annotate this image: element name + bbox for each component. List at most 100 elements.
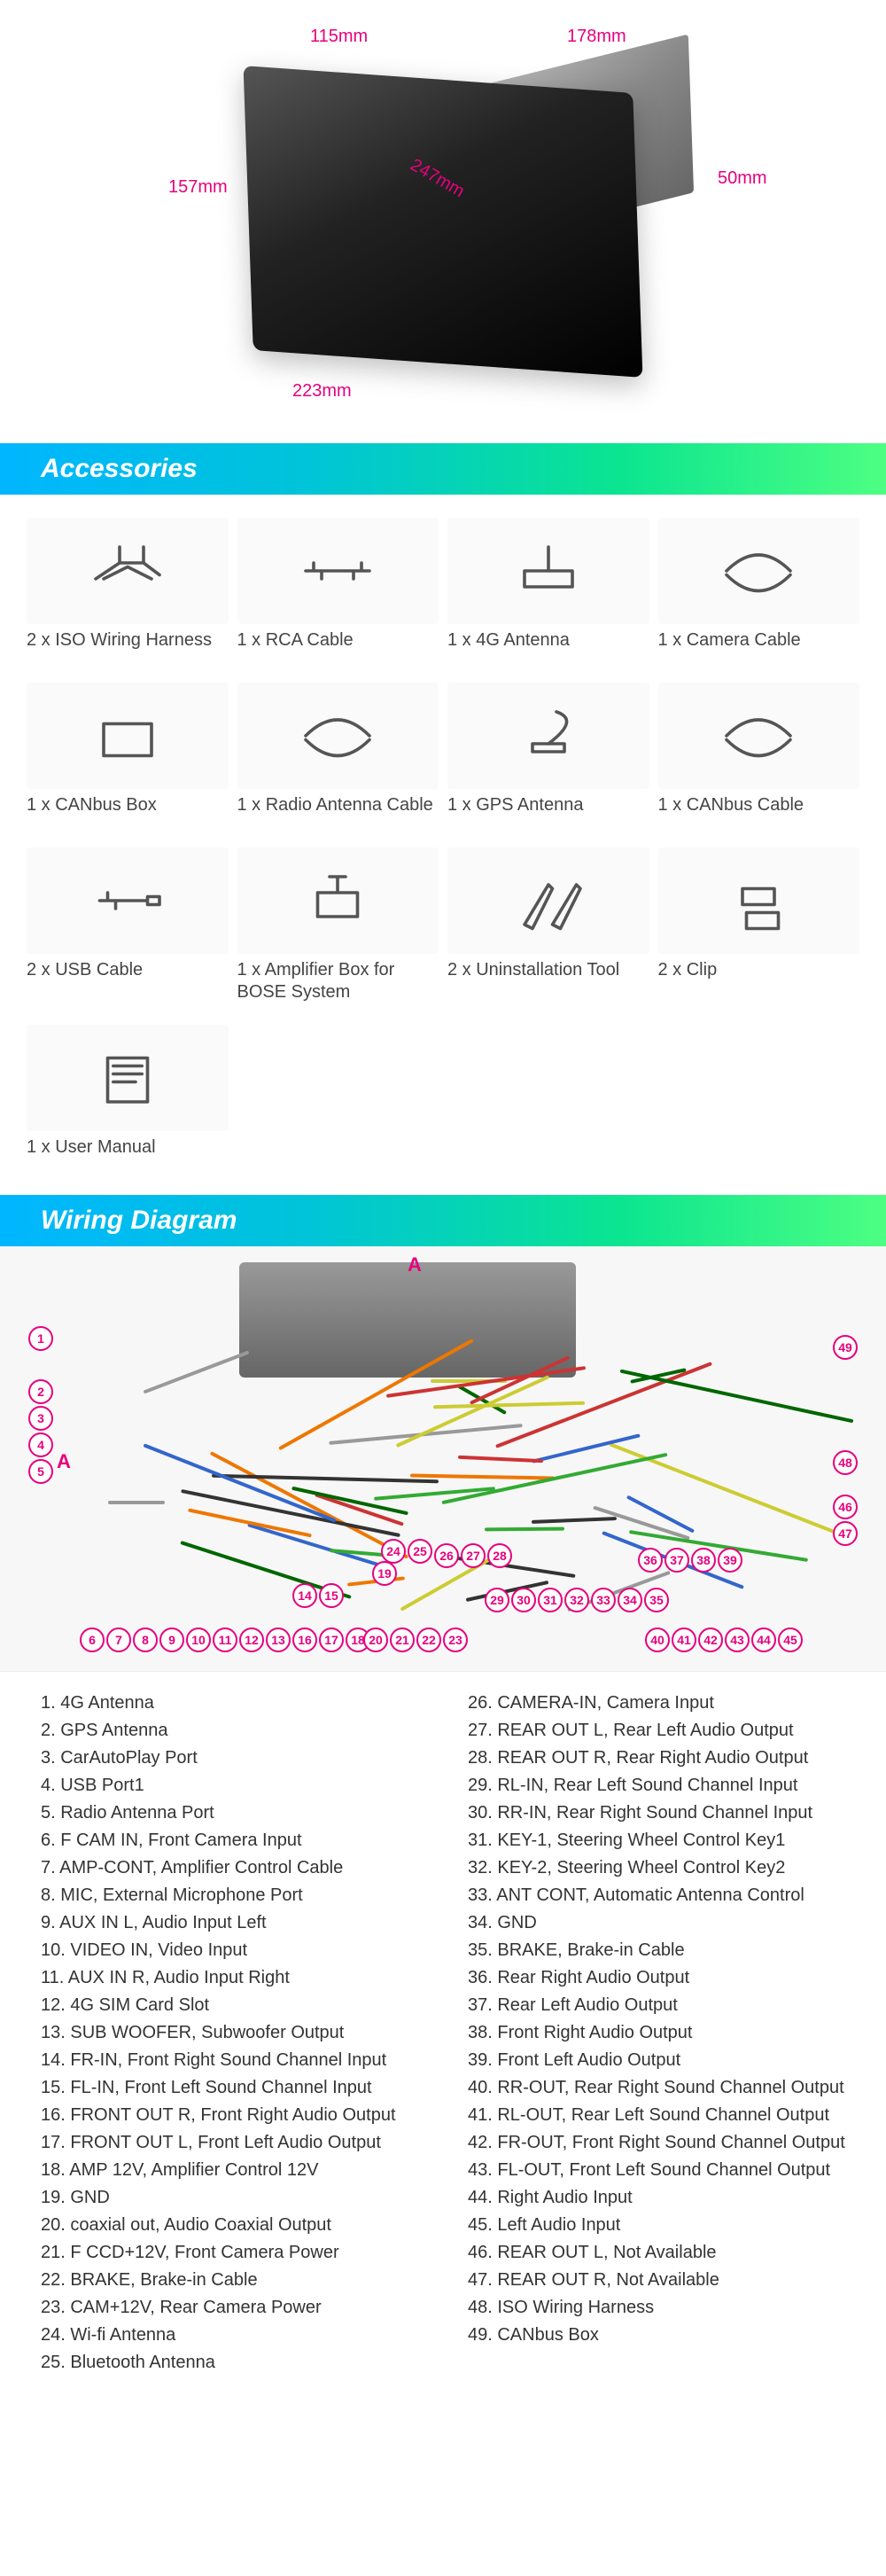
wiring-list-item: 25. Bluetooth Antenna — [41, 2349, 432, 2377]
wiring-header: Wiring Diagram — [0, 1195, 886, 1246]
cable-line — [485, 1526, 564, 1531]
dim-left: 157mm — [168, 177, 228, 198]
wiring-callout-33: 33 — [591, 1588, 616, 1612]
accessory-label: 2 x Clip — [658, 954, 860, 1003]
wiring-col-1: 1. 4G Antenna2. GPS Antenna3. CarAutoPla… — [41, 1690, 432, 2377]
cable-line — [610, 1442, 836, 1534]
wiring-callout-34: 34 — [618, 1588, 642, 1612]
wiring-list-item: 47. REAR OUT R, Not Available — [468, 2267, 859, 2294]
wiring-list-item: 3. CarAutoPlay Port — [41, 1745, 432, 1772]
wiring-list-item: 16. FRONT OUT R, Front Right Audio Outpu… — [41, 2102, 432, 2129]
wiring-list-item: 40. RR-OUT, Rear Right Sound Channel Out… — [468, 2074, 859, 2102]
cable-line — [441, 1453, 667, 1504]
cable-line — [458, 1456, 543, 1463]
wiring-list-item: 20. coaxial out, Audio Coaxial Output — [41, 2212, 432, 2239]
accessory-label: 2 x ISO Wiring Harness — [27, 624, 229, 674]
wiring-list-item: 33. ANT CONT, Automatic Antenna Control — [468, 1882, 859, 1909]
wiring-list-item: 36. Rear Right Audio Output — [468, 1964, 859, 1992]
wiring-list-item: 38. Front Right Audio Output — [468, 2019, 859, 2047]
accessories-header: Accessories — [0, 443, 886, 495]
accessory-label: 1 x 4G Antenna — [447, 624, 649, 674]
wiring-callout-28: 28 — [487, 1543, 512, 1568]
dimensions-drawing: 115mm 178mm 157mm 50mm 223mm 247mm — [89, 27, 797, 417]
wiring-list-item: 48. ISO Wiring Harness — [468, 2294, 859, 2322]
wiring-list-item: 8. MIC, External Microphone Port — [41, 1882, 432, 1909]
wiring-callout-9: 9 — [159, 1628, 184, 1652]
wiring-list-item: 39. Front Left Audio Output — [468, 2047, 859, 2074]
accessory-label: 2 x USB Cable — [27, 954, 229, 1003]
wiring-callout-13: 13 — [266, 1628, 291, 1652]
cable-line — [143, 1351, 249, 1394]
unit-screen-shape — [244, 66, 643, 378]
accessory-item: 1 x RCA Cable — [237, 518, 439, 674]
dim-bottom: 223mm — [292, 381, 352, 402]
wiring-list-item: 5. Radio Antenna Port — [41, 1799, 432, 1827]
wiring-callout-38: 38 — [691, 1548, 716, 1573]
wiring-list-item: 31. KEY-1, Steering Wheel Control Key1 — [468, 1827, 859, 1854]
cable-icon — [658, 683, 860, 789]
wiring-list-item: 22. BRAKE, Brake-in Cable — [41, 2267, 432, 2294]
wiring-callout-41: 41 — [672, 1628, 696, 1652]
wiring-callout-12: 12 — [239, 1628, 264, 1652]
dim-top-left: 115mm — [310, 27, 368, 47]
wiring-list-item: 32. KEY-2, Steering Wheel Control Key2 — [468, 1854, 859, 1882]
wiring-callout-8: 8 — [133, 1628, 158, 1652]
wiring-a-label-top: A — [408, 1253, 422, 1276]
cable-line — [144, 1443, 337, 1522]
accessory-item: 1 x CANbus Box — [27, 683, 229, 839]
wiring-list-item: 29. RL-IN, Rear Left Sound Channel Input — [468, 1772, 859, 1799]
harness-icon — [27, 518, 229, 624]
box-icon — [27, 683, 229, 789]
wiring-unit-shape — [239, 1262, 576, 1378]
wiring-list-item: 1. 4G Antenna — [41, 1690, 432, 1717]
wiring-callout-4: 4 — [28, 1432, 53, 1457]
accessory-item: 2 x ISO Wiring Harness — [27, 518, 229, 674]
wiring-callout-11: 11 — [213, 1628, 237, 1652]
dimensions-figure: 115mm 178mm 157mm 50mm 223mm 247mm — [0, 0, 886, 443]
usb-icon — [27, 847, 229, 954]
amp-box-icon — [237, 847, 439, 954]
wiring-callout-2: 2 — [28, 1379, 53, 1404]
accessory-item: 1 x CANbus Cable — [658, 683, 860, 839]
antenna-4g-icon — [447, 518, 649, 624]
wiring-list-item: 13. SUB WOOFER, Subwoofer Output — [41, 2019, 432, 2047]
manual-icon — [27, 1025, 229, 1131]
wiring-figure: A A 123456789101112131415161718192021222… — [0, 1246, 886, 1672]
wiring-callout-37: 37 — [664, 1548, 689, 1573]
wiring-callout-29: 29 — [485, 1588, 509, 1612]
wiring-a-label-left: A — [57, 1450, 71, 1473]
wiring-list-item: 19. GND — [41, 2184, 432, 2212]
wiring-list-item: 17. FRONT OUT L, Front Left Audio Output — [41, 2129, 432, 2157]
wiring-callout-10: 10 — [186, 1628, 211, 1652]
accessory-item: 1 x Amplifier Box for BOSE System — [237, 847, 439, 1016]
wiring-callout-5: 5 — [28, 1459, 53, 1484]
accessory-label: 1 x RCA Cable — [237, 624, 439, 674]
accessory-label: 1 x Amplifier Box for BOSE System — [237, 954, 439, 1016]
accessory-item: 1 x 4G Antenna — [447, 518, 649, 674]
accessory-label: 1 x User Manual — [27, 1131, 229, 1181]
wiring-list-item: 28. REAR OUT R, Rear Right Audio Output — [468, 1745, 859, 1772]
wiring-list-item: 11. AUX IN R, Audio Input Right — [41, 1964, 432, 1992]
wiring-callout-47: 47 — [833, 1521, 858, 1546]
wiring-list-item: 6. F CAM IN, Front Camera Input — [41, 1827, 432, 1854]
dim-top-right: 178mm — [567, 27, 626, 47]
accessory-label: 1 x Camera Cable — [658, 624, 860, 674]
wiring-callout-36: 36 — [638, 1548, 663, 1573]
clip-icon — [658, 847, 860, 954]
wiring-callout-26: 26 — [434, 1543, 459, 1568]
accessories-grid: 2 x ISO Wiring Harness1 x RCA Cable1 x 4… — [0, 495, 886, 1195]
wiring-list-item: 46. REAR OUT L, Not Available — [468, 2239, 859, 2267]
accessories-title: Accessories — [41, 454, 198, 484]
accessory-item: 1 x User Manual — [27, 1025, 229, 1181]
accessory-item: 1 x Camera Cable — [658, 518, 860, 674]
wiring-callout-1: 1 — [28, 1326, 53, 1351]
wiring-callout-19: 19 — [372, 1561, 397, 1586]
dim-right: 50mm — [718, 168, 767, 189]
accessory-item: 2 x USB Cable — [27, 847, 229, 1016]
wiring-callout-43: 43 — [725, 1628, 750, 1652]
wiring-list-item: 14. FR-IN, Front Right Sound Channel Inp… — [41, 2047, 432, 2074]
wiring-callout-32: 32 — [564, 1588, 589, 1612]
wiring-list-item: 43. FL-OUT, Front Left Sound Channel Out… — [468, 2157, 859, 2184]
wiring-list-item: 18. AMP 12V, Amplifier Control 12V — [41, 2157, 432, 2184]
wiring-list-item: 24. Wi-fi Antenna — [41, 2322, 432, 2349]
